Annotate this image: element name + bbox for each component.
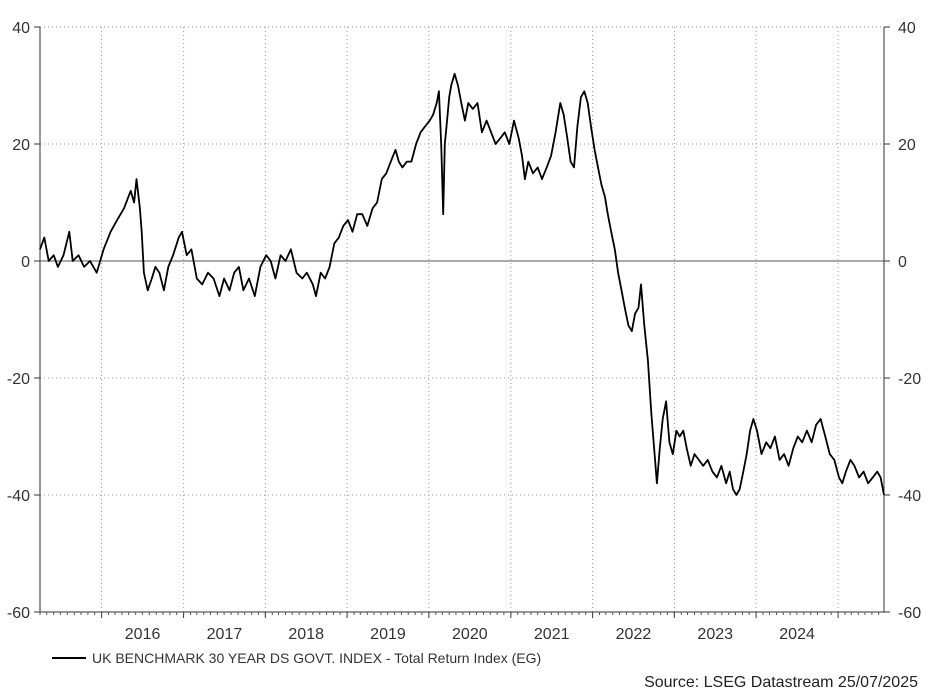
y-axis-right: 40 20 0 -20 -40 -60 [884, 20, 921, 622]
legend-swatch [52, 657, 86, 659]
y-tick-label-left: -40 [7, 488, 30, 505]
x-tick-label: 2016 [125, 626, 161, 643]
y-tick-label-left: 40 [12, 20, 30, 37]
y-axis-left: 40 20 0 -20 -40 -60 [7, 20, 40, 622]
x-axis: 2016 2017 2018 2019 2020 2021 2022 2023 2024 [39, 612, 880, 643]
y-tick-label-right: 20 [898, 137, 916, 154]
x-tick-label: 2017 [207, 626, 243, 643]
y-tick-label-right: -20 [898, 371, 921, 388]
y-tick-label-right: 0 [898, 254, 907, 271]
x-tick-label: 2020 [452, 626, 488, 643]
y-tick-label-left: -60 [7, 605, 30, 622]
legend: UK BENCHMARK 30 YEAR DS GOVT. INDEX - To… [52, 650, 541, 666]
y-tick-label-right: -40 [898, 488, 921, 505]
y-tick-label-left: 20 [12, 137, 30, 154]
source-note: Source: LSEG Datastream 25/07/2025 [644, 674, 918, 691]
y-tick-label-left: 0 [21, 254, 30, 271]
y-tick-label-right: -60 [898, 605, 921, 622]
series-line [39, 72, 885, 496]
y-tick-label-right: 40 [898, 20, 916, 37]
x-tick-label: 2018 [288, 626, 324, 643]
x-tick-label: 2021 [534, 626, 570, 643]
axes [39, 27, 885, 613]
grid [40, 26, 884, 613]
series-group [39, 72, 885, 496]
legend-label: UK BENCHMARK 30 YEAR DS GOVT. INDEX - To… [92, 650, 542, 666]
x-tick-label: 2024 [779, 626, 815, 643]
y-tick-label-left: -20 [7, 371, 30, 388]
x-tick-label: 2022 [616, 626, 652, 643]
x-tick-label: 2023 [697, 626, 733, 643]
x-tick-label: 2019 [370, 626, 406, 643]
